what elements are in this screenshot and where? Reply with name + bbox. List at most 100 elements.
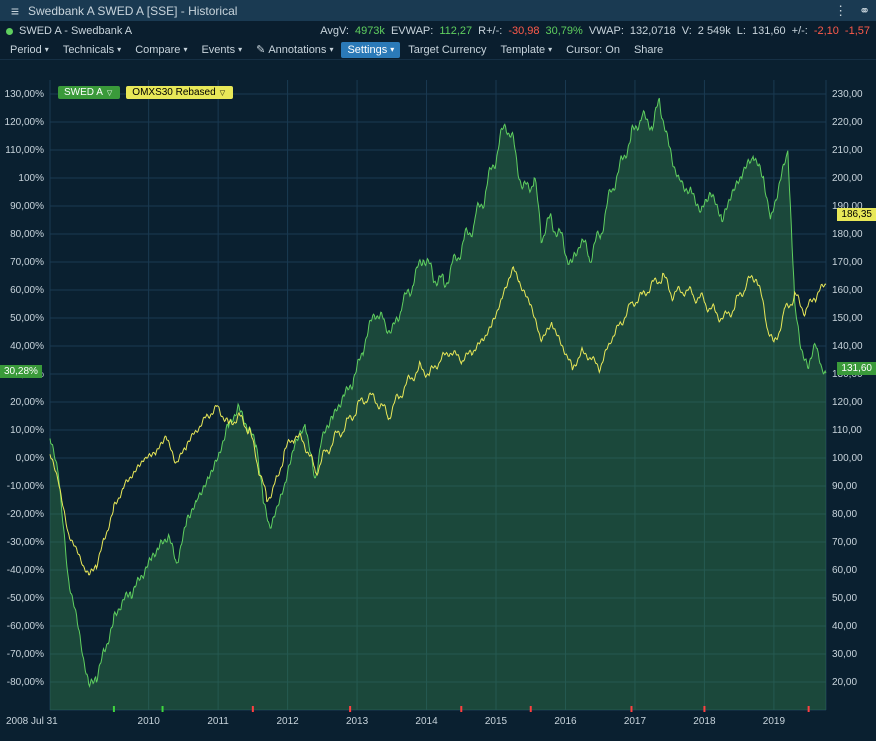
titlebar-right-icons: ⋮ ⚭ (834, 3, 870, 19)
svg-text:2019: 2019 (763, 716, 786, 727)
toolbar-label: Target Currency (408, 44, 486, 56)
toolbar-period[interactable]: Period▾ (4, 42, 55, 58)
svg-text:30,00: 30,00 (832, 649, 857, 660)
chg-abs: -2,10 (814, 25, 839, 37)
toolbar-template[interactable]: Template▾ (494, 42, 558, 58)
svg-text:60,00%: 60,00% (10, 285, 44, 296)
chevron-down-icon: ▾ (548, 45, 552, 54)
chevron-down-icon: ▽ (220, 89, 225, 97)
chevron-down-icon: ▾ (390, 45, 394, 54)
svg-text:-40,00%: -40,00% (7, 565, 44, 576)
more-icon[interactable]: ⋮ (834, 3, 847, 19)
svg-text:140,00: 140,00 (832, 341, 863, 352)
evwap-value: 112,27 (439, 25, 472, 37)
toolbar-share[interactable]: Share (628, 42, 669, 58)
titlebar: ≡ Swedbank A SWED A [SSE] - Historical ⋮… (0, 0, 876, 22)
last-value: 131,60 (752, 25, 786, 37)
chevron-down-icon: ▾ (45, 45, 49, 54)
svg-text:-70,00%: -70,00% (7, 649, 44, 660)
rpm-neg: -30,98 (508, 25, 539, 37)
unlink-icon[interactable]: ⚭ (859, 3, 870, 19)
toolbar-annotations[interactable]: ✎Annotations▾ (250, 41, 339, 58)
svg-text:120,00: 120,00 (832, 397, 863, 408)
toolbar-label: Share (634, 44, 663, 56)
toolbar-label: Events (201, 44, 235, 56)
svg-text:2011: 2011 (207, 716, 229, 727)
svg-text:180,00: 180,00 (832, 229, 863, 240)
toolbar-label: Template (500, 44, 545, 56)
svg-text:2018: 2018 (693, 716, 716, 727)
svg-text:60,00: 60,00 (832, 565, 857, 576)
toolbar-cursor-on[interactable]: Cursor: On (560, 42, 626, 58)
svg-text:70,00: 70,00 (832, 537, 857, 548)
svg-text:-60,00%: -60,00% (7, 621, 44, 632)
svg-text:0,00%: 0,00% (16, 453, 44, 464)
svg-text:160,00: 160,00 (832, 285, 863, 296)
svg-text:2017: 2017 (624, 716, 647, 727)
toolbar-label: Cursor: On (566, 44, 620, 56)
chart-area[interactable]: SWED A ▽ OMXS30 Rebased ▽ -80,00% -70,00%… (0, 60, 876, 741)
right-axis-b-badge: 186,35 (837, 208, 876, 221)
svg-text:170,00: 170,00 (832, 257, 863, 268)
legend-pill-series-a[interactable]: SWED A ▽ (58, 86, 120, 99)
svg-text:-30,00%: -30,00% (7, 537, 44, 548)
toolbar-target-currency[interactable]: Target Currency (402, 42, 492, 58)
rpm-label: R+/-: (478, 25, 502, 37)
last-label: L: (737, 25, 746, 37)
svg-text:110,00%: 110,00% (5, 145, 44, 156)
svg-text:2013: 2013 (346, 716, 369, 727)
left-axis-current-badge: 30,28% (0, 365, 42, 378)
symbol-name: SWED A - Swedbank A (19, 25, 132, 37)
svg-text:-50,00%: -50,00% (7, 593, 44, 604)
svg-text:110,00: 110,00 (832, 425, 862, 436)
svg-text:80,00%: 80,00% (10, 229, 44, 240)
svg-text:20,00: 20,00 (832, 677, 857, 688)
legend-pill-series-b[interactable]: OMXS30 Rebased ▽ (126, 86, 233, 99)
right-axis-a-badge: 131,60 (837, 362, 876, 375)
svg-text:2010: 2010 (138, 716, 161, 727)
svg-text:120,00%: 120,00% (5, 117, 45, 128)
svg-text:220,00: 220,00 (832, 117, 863, 128)
chevron-down-icon: ▾ (329, 45, 333, 54)
vol-label: V: (682, 25, 692, 37)
legend-a-label: SWED A (64, 87, 103, 98)
svg-text:100%: 100% (18, 173, 44, 184)
svg-text:90,00: 90,00 (832, 481, 857, 492)
info-bar: SWED A - Swedbank A AvgV: 4973k EVWAP: 1… (0, 22, 876, 40)
toolbar-label: Period (10, 44, 42, 56)
svg-text:2014: 2014 (415, 716, 438, 727)
svg-text:20,00%: 20,00% (10, 397, 44, 408)
svg-text:2016: 2016 (554, 716, 577, 727)
pencil-icon: ✎ (256, 43, 265, 56)
svg-text:2015: 2015 (485, 716, 508, 727)
toolbar-technicals[interactable]: Technicals▾ (57, 42, 127, 58)
toolbar-settings[interactable]: Settings▾ (341, 42, 400, 58)
toolbar-label: Compare (135, 44, 180, 56)
toolbar-label: Settings (347, 44, 387, 56)
svg-text:40,00%: 40,00% (10, 341, 44, 352)
legend-b-label: OMXS30 Rebased (132, 87, 215, 98)
chg-pct: -1,57 (845, 25, 870, 37)
avgv-label: AvgV: (320, 25, 349, 37)
toolbar-compare[interactable]: Compare▾ (129, 42, 193, 58)
rpm-pos: 30,79% (546, 25, 583, 37)
svg-text:-80,00%: -80,00% (7, 677, 44, 688)
vwap-value: 132,0718 (630, 25, 676, 37)
svg-text:150,00: 150,00 (832, 313, 863, 324)
toolbar: Period▾Technicals▾Compare▾Events▾✎Annota… (0, 40, 876, 60)
toolbar-label: Annotations (268, 44, 326, 56)
window-title: Swedbank A SWED A [SSE] - Historical (24, 4, 834, 18)
svg-text:2008 Jul 31: 2008 Jul 31 (6, 716, 58, 727)
chevron-down-icon: ▽ (107, 89, 112, 97)
menu-icon[interactable]: ≡ (6, 3, 24, 19)
legend: SWED A ▽ OMXS30 Rebased ▽ (58, 86, 233, 99)
chg-label: +/-: (792, 25, 808, 37)
chevron-down-icon: ▾ (238, 45, 242, 54)
chevron-down-icon: ▾ (117, 45, 121, 54)
toolbar-events[interactable]: Events▾ (195, 42, 248, 58)
vol-value: 2 549k (698, 25, 731, 37)
svg-text:130,00%: 130,00% (5, 89, 45, 100)
svg-text:-20,00%: -20,00% (7, 509, 44, 520)
svg-text:10,00%: 10,00% (10, 425, 44, 436)
svg-text:230,00: 230,00 (832, 89, 863, 100)
